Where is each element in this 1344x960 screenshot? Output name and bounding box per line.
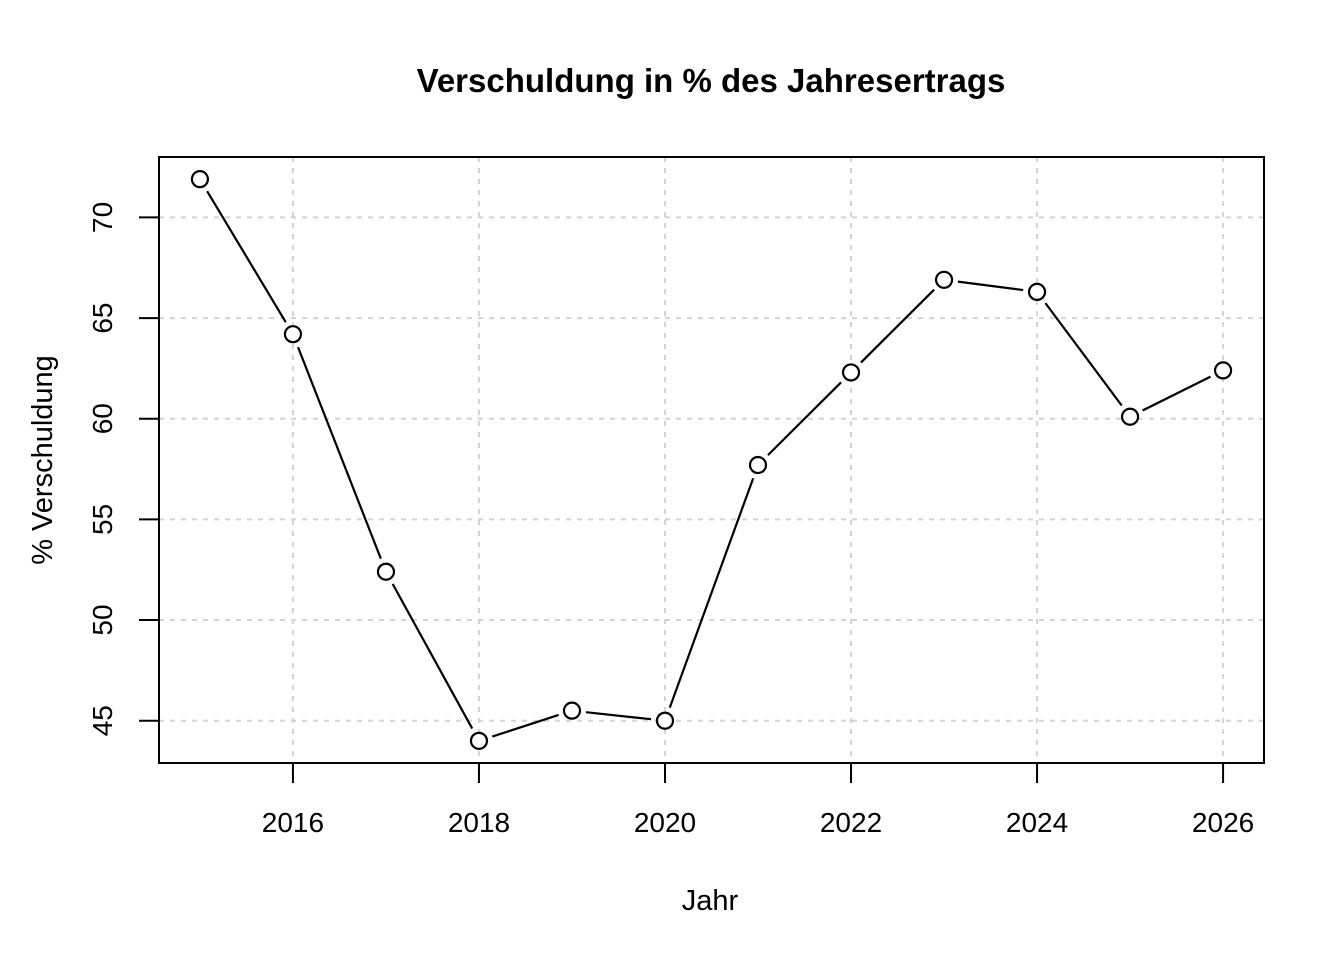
series-line-layer: [206, 190, 1212, 738]
y-tick-label: 65: [87, 302, 118, 333]
x-tick-label: 2016: [262, 807, 324, 838]
data-point-2021: [748, 455, 768, 475]
series-segment: [491, 713, 560, 738]
x-tick-label: 2018: [448, 807, 510, 838]
y-tick-label: 45: [87, 705, 118, 736]
data-point-2023: [934, 270, 954, 289]
data-point-2024: [1027, 282, 1047, 301]
series-segment: [297, 346, 382, 560]
data-point-2025: [1120, 407, 1140, 426]
x-tick-label: 2024: [1006, 807, 1068, 838]
x-axis-label: Jahr: [682, 885, 739, 917]
data-point-2020: [655, 711, 675, 730]
y-tick-label: 50: [87, 604, 118, 635]
series-segment: [391, 583, 474, 730]
series-segment: [767, 381, 842, 456]
y-axis-label: % Verschuldung: [27, 355, 59, 565]
x-tick-label: 2026: [1192, 807, 1254, 838]
data-point-2022: [841, 363, 861, 382]
y-tick-label: 55: [87, 504, 118, 535]
series-segment: [668, 477, 755, 708]
data-point-2016: [283, 325, 303, 344]
data-point-2026: [1213, 361, 1233, 380]
data-point-2015: [190, 170, 210, 189]
series-segment: [1044, 302, 1123, 407]
data-point-2017: [376, 562, 396, 581]
chart-title: Verschuldung in % des Jahresertrags: [417, 62, 1006, 99]
x-tick-label: 2020: [634, 807, 696, 838]
series-segment: [860, 288, 935, 364]
grid-layer: [159, 157, 1264, 763]
data-point-2018: [469, 731, 489, 750]
data-point-2019: [562, 701, 582, 720]
y-tick-label: 70: [87, 202, 118, 233]
data-point-layer: [190, 170, 1233, 750]
series-segment: [206, 190, 287, 323]
series-segment: [585, 711, 652, 721]
plot-border-box: [158, 156, 1265, 764]
y-tick-label: 60: [87, 403, 118, 434]
x-tick-label: 2022: [820, 807, 882, 838]
series-segment: [1142, 375, 1212, 412]
series-segment: [957, 280, 1024, 292]
axis-tick-layer: 2016 2018 2020 2022 2024 2026 45 50 55 60 65 70: [87, 202, 1254, 838]
